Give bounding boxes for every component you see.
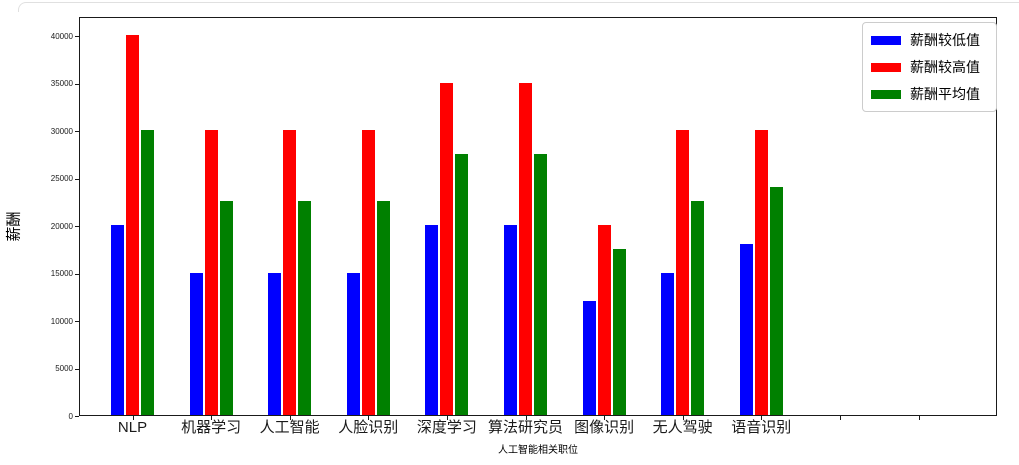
x-tick-mark xyxy=(446,416,448,420)
bar-薪酬平均值-无人驾驶 xyxy=(691,201,705,415)
x-tick-mark xyxy=(525,416,527,420)
y-tick-label: 30000 xyxy=(50,126,73,136)
bar-薪酬较高值-算法研究员 xyxy=(519,82,532,415)
bar-薪酬较高值-语音识别 xyxy=(754,130,768,415)
y-tick-mark xyxy=(75,368,79,370)
x-tick-label: 人工智能 xyxy=(259,419,320,436)
legend-label: 薪酬较高值 xyxy=(910,59,980,75)
y-tick-label: 0 xyxy=(68,411,73,421)
x-tick-mark xyxy=(918,416,920,420)
x-tick-mark xyxy=(839,416,841,420)
y-tick-mark xyxy=(75,416,79,417)
bar-薪酬较低值-人脸识别 xyxy=(346,272,360,415)
legend-label: 薪酬较低值 xyxy=(910,32,980,48)
legend-swatch-icon xyxy=(871,62,901,72)
bar-薪酬较低值-NLP xyxy=(111,225,124,415)
bar-薪酬较高值-深度学习 xyxy=(440,82,454,415)
bar-薪酬较高值-人工智能 xyxy=(283,130,297,415)
bar-薪酬平均值-图像识别 xyxy=(612,248,626,415)
bar-薪酬平均值-人工智能 xyxy=(298,201,312,415)
legend-label: 薪酬平均值 xyxy=(910,86,980,102)
bar-薪酬较低值-人工智能 xyxy=(268,272,282,415)
x-tick-label: 无人驾驶 xyxy=(652,419,713,436)
y-tick-mark xyxy=(75,131,79,132)
legend-item: 薪酬较高值 xyxy=(871,57,987,77)
bar-薪酬较低值-算法研究员 xyxy=(504,225,517,415)
y-tick-label: 10000 xyxy=(50,316,73,326)
y-tick-label: 20000 xyxy=(50,221,73,231)
legend-swatch-icon xyxy=(871,89,901,99)
y-tick-label: 25000 xyxy=(50,174,73,183)
x-tick-mark xyxy=(761,416,763,420)
y-tick-label: 40000 xyxy=(50,31,73,41)
y-tick-mark xyxy=(75,226,79,227)
x-tick-mark xyxy=(368,416,370,420)
bar-薪酬较高值-图像识别 xyxy=(597,225,611,415)
x-tick-mark xyxy=(682,416,684,420)
bar-薪酬平均值-机器学习 xyxy=(219,201,233,415)
x-tick-label: 人脸识别 xyxy=(338,419,399,436)
bar-薪酬较低值-语音识别 xyxy=(739,244,753,415)
y-tick-mark xyxy=(75,83,79,85)
bar-薪酬较低值-无人驾驶 xyxy=(661,272,675,415)
y-tick-label: 15000 xyxy=(50,269,73,278)
bar-薪酬较高值-机器学习 xyxy=(204,130,218,415)
x-tick-mark xyxy=(132,416,134,420)
x-tick-label: 深度学习 xyxy=(416,419,477,436)
x-tick-mark xyxy=(211,416,213,420)
bar-薪酬较高值-NLP xyxy=(126,35,139,415)
bar-薪酬平均值-NLP xyxy=(141,130,154,415)
legend-swatch-icon xyxy=(871,35,901,45)
bar-薪酬平均值-语音识别 xyxy=(769,187,783,415)
y-axis-label: 薪酬 xyxy=(5,211,23,242)
legend-item: 薪酬较低值 xyxy=(871,30,987,50)
bar-薪酬较低值-图像识别 xyxy=(582,301,596,415)
card-top-border xyxy=(18,2,1019,12)
x-tick-label: NLP xyxy=(117,419,148,436)
x-tick-mark xyxy=(604,416,606,420)
bar-薪酬平均值-深度学习 xyxy=(455,153,469,415)
bar-薪酬较高值-无人驾驶 xyxy=(676,130,690,415)
x-tick-label: 算法研究员 xyxy=(487,419,563,436)
x-tick-mark xyxy=(289,416,291,420)
bar-薪酬较低值-深度学习 xyxy=(425,225,439,415)
bar-薪酬较低值-机器学习 xyxy=(189,272,203,415)
y-tick-mark xyxy=(75,178,79,180)
y-tick-label: 35000 xyxy=(50,79,73,88)
x-tick-label: 机器学习 xyxy=(181,419,242,436)
y-tick-mark xyxy=(75,273,79,275)
x-tick-label: 语音识别 xyxy=(731,419,792,436)
x-tick-label: 图像识别 xyxy=(574,419,635,436)
y-tick-label: 5000 xyxy=(55,364,73,373)
legend-item: 薪酬平均值 xyxy=(871,84,987,104)
bar-薪酬平均值-人脸识别 xyxy=(376,201,390,415)
y-tick-mark xyxy=(75,36,79,37)
x-axis-label: 人工智能相关职位 xyxy=(498,445,578,456)
bar-薪酬较高值-人脸识别 xyxy=(361,130,375,415)
bar-薪酬平均值-算法研究员 xyxy=(534,153,547,415)
legend: 薪酬较低值薪酬较高值薪酬平均值 xyxy=(862,22,997,112)
y-tick-mark xyxy=(75,321,79,322)
